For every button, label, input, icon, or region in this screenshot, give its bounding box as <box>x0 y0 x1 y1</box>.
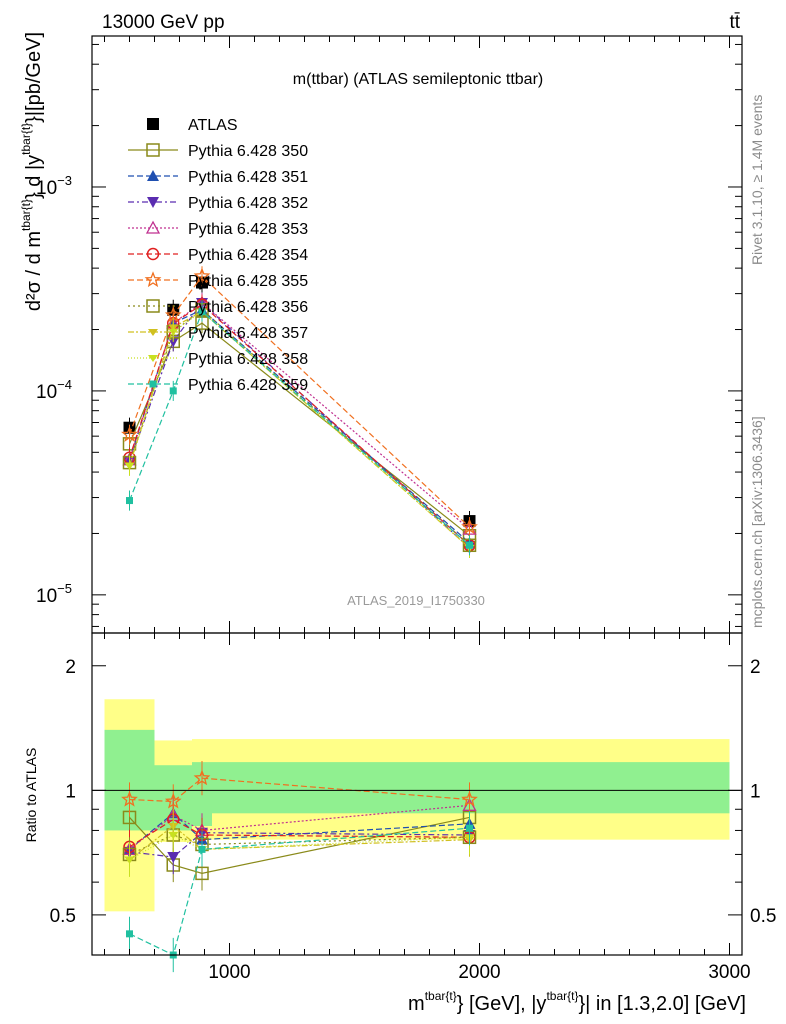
legend-marker-6 <box>144 271 162 288</box>
header-right: tt̄ <box>729 12 740 33</box>
series-10-point <box>466 541 473 549</box>
series-2-ratio-line <box>129 812 470 850</box>
series-8-ratio-line <box>129 825 470 861</box>
legend-marker-10 <box>149 380 157 388</box>
legend: ATLAS Pythia 6.428 350 Pythia 6.428 351 Pyt… <box>128 117 308 394</box>
series-2-line <box>128 309 470 544</box>
series-5-ratio-line <box>129 818 470 848</box>
ratio-axis-label: Ratio to ATLAS <box>23 748 39 843</box>
series-10-ratio-point <box>126 930 133 938</box>
y-tick-label: 10−5 <box>36 581 72 607</box>
series-10-line <box>128 310 470 546</box>
series-3-ratio-point <box>167 852 180 864</box>
series-7-line <box>128 308 470 546</box>
series-6-point <box>121 425 138 442</box>
x-tick-label: 1000 <box>208 962 250 983</box>
series-10-point <box>198 308 206 316</box>
x-tick-label: 3000 <box>708 962 750 983</box>
legend-marker-8 <box>148 329 158 336</box>
series-9-point <box>124 462 135 470</box>
series-8-line <box>128 310 470 549</box>
ratio-tick-label-right: 1 <box>750 781 761 802</box>
legend-label-2: Pythia 6.428 351 <box>188 169 308 186</box>
ratio-tick-label-right: 2 <box>750 657 761 678</box>
ratio-series-group <box>121 761 478 973</box>
watermark: ATLAS_2019_I1750330 <box>347 593 485 608</box>
legend-marker-9 <box>148 355 158 362</box>
chart-title: m(ttbar) (ATLAS semileptonic ttbar) <box>293 71 543 88</box>
series-10-point <box>126 497 133 505</box>
series-3-ratio-line <box>129 832 470 858</box>
legend-label-4: Pythia 6.428 353 <box>188 221 308 238</box>
legend-label-0: ATLAS <box>188 117 238 134</box>
mcplots-label: mcplots.cern.ch [arXiv:1306.3436] <box>749 416 765 628</box>
legend-label-8: Pythia 6.428 357 <box>188 325 308 342</box>
x-tick-label: 2000 <box>458 962 500 983</box>
x-axis-label: mtbar{t}} [GeV], |ytbar{t}}| in [1.3,2.0… <box>408 989 746 1015</box>
legend-marker-7 <box>146 299 160 313</box>
series-9-ratio-point <box>124 856 135 864</box>
axis-ticks: 1000 2000 3000 10−5 10−4 10−3 0.5 0.5 1 1 2 2 <box>36 36 776 983</box>
legend-marker-2 <box>147 170 159 181</box>
ratio-frame <box>91 632 743 956</box>
series-6-ratio-point <box>164 792 182 809</box>
legend-label-3: Pythia 6.428 352 <box>188 195 308 212</box>
series-5-line <box>128 303 470 546</box>
main-series-group <box>121 266 478 558</box>
legend-marker-5 <box>146 247 160 261</box>
series-10-ratio-point <box>466 824 473 832</box>
series-1-ratio-point <box>195 866 209 881</box>
y-axis-label: d²σ / d mtbar{t}} d |ytbar{t}}|[pb/GeV] <box>19 32 45 311</box>
rivet-label: Rivet 3.1.10, ≥ 1.4M events <box>749 95 765 265</box>
header-left: 13000 GeV pp <box>102 12 225 33</box>
legend-label-9: Pythia 6.428 358 <box>188 351 308 368</box>
series-6-ratio-line <box>129 777 470 803</box>
legend-label-5: Pythia 6.428 354 <box>188 247 308 264</box>
ratio-tick-label-left: 1 <box>65 781 76 802</box>
series-6-ratio-point <box>193 769 211 786</box>
series-6-point <box>193 267 211 284</box>
legend-label-6: Pythia 6.428 355 <box>188 273 308 290</box>
ratio-tick-label-left: 2 <box>65 657 76 678</box>
series-9-ratio-point <box>168 831 179 839</box>
series-6-ratio-point <box>121 790 138 807</box>
ratio-tick-label-right: 0.5 <box>750 906 776 927</box>
series-10-point <box>169 387 177 395</box>
series-9-ratio-line <box>129 834 470 861</box>
series-4-line <box>128 302 470 530</box>
legend-marker-0 <box>147 118 159 130</box>
y-tick-label: 10−3 <box>36 173 72 199</box>
series-6-ratio-point <box>461 790 478 807</box>
plot-frames <box>91 35 743 956</box>
series-6-line <box>128 275 470 528</box>
legend-marker-1 <box>146 143 160 157</box>
ratio-tick-label-left: 0.5 <box>50 906 76 927</box>
series-6-point <box>461 518 478 535</box>
series-9-line <box>128 310 470 549</box>
legend-label-10: Pythia 6.428 359 <box>188 377 308 394</box>
band-inner <box>212 762 730 814</box>
series-10-ratio-line <box>129 827 470 956</box>
legend-label-7: Pythia 6.428 356 <box>188 299 308 316</box>
legend-label-1: Pythia 6.428 350 <box>188 143 308 160</box>
y-tick-label: 10−4 <box>36 377 72 403</box>
legend-marker-4 <box>145 220 161 234</box>
series-7-ratio-line <box>129 834 470 855</box>
series-1-ratio-line <box>129 816 470 874</box>
series-10-ratio-point <box>198 845 206 853</box>
legend-marker-3 <box>147 197 159 208</box>
